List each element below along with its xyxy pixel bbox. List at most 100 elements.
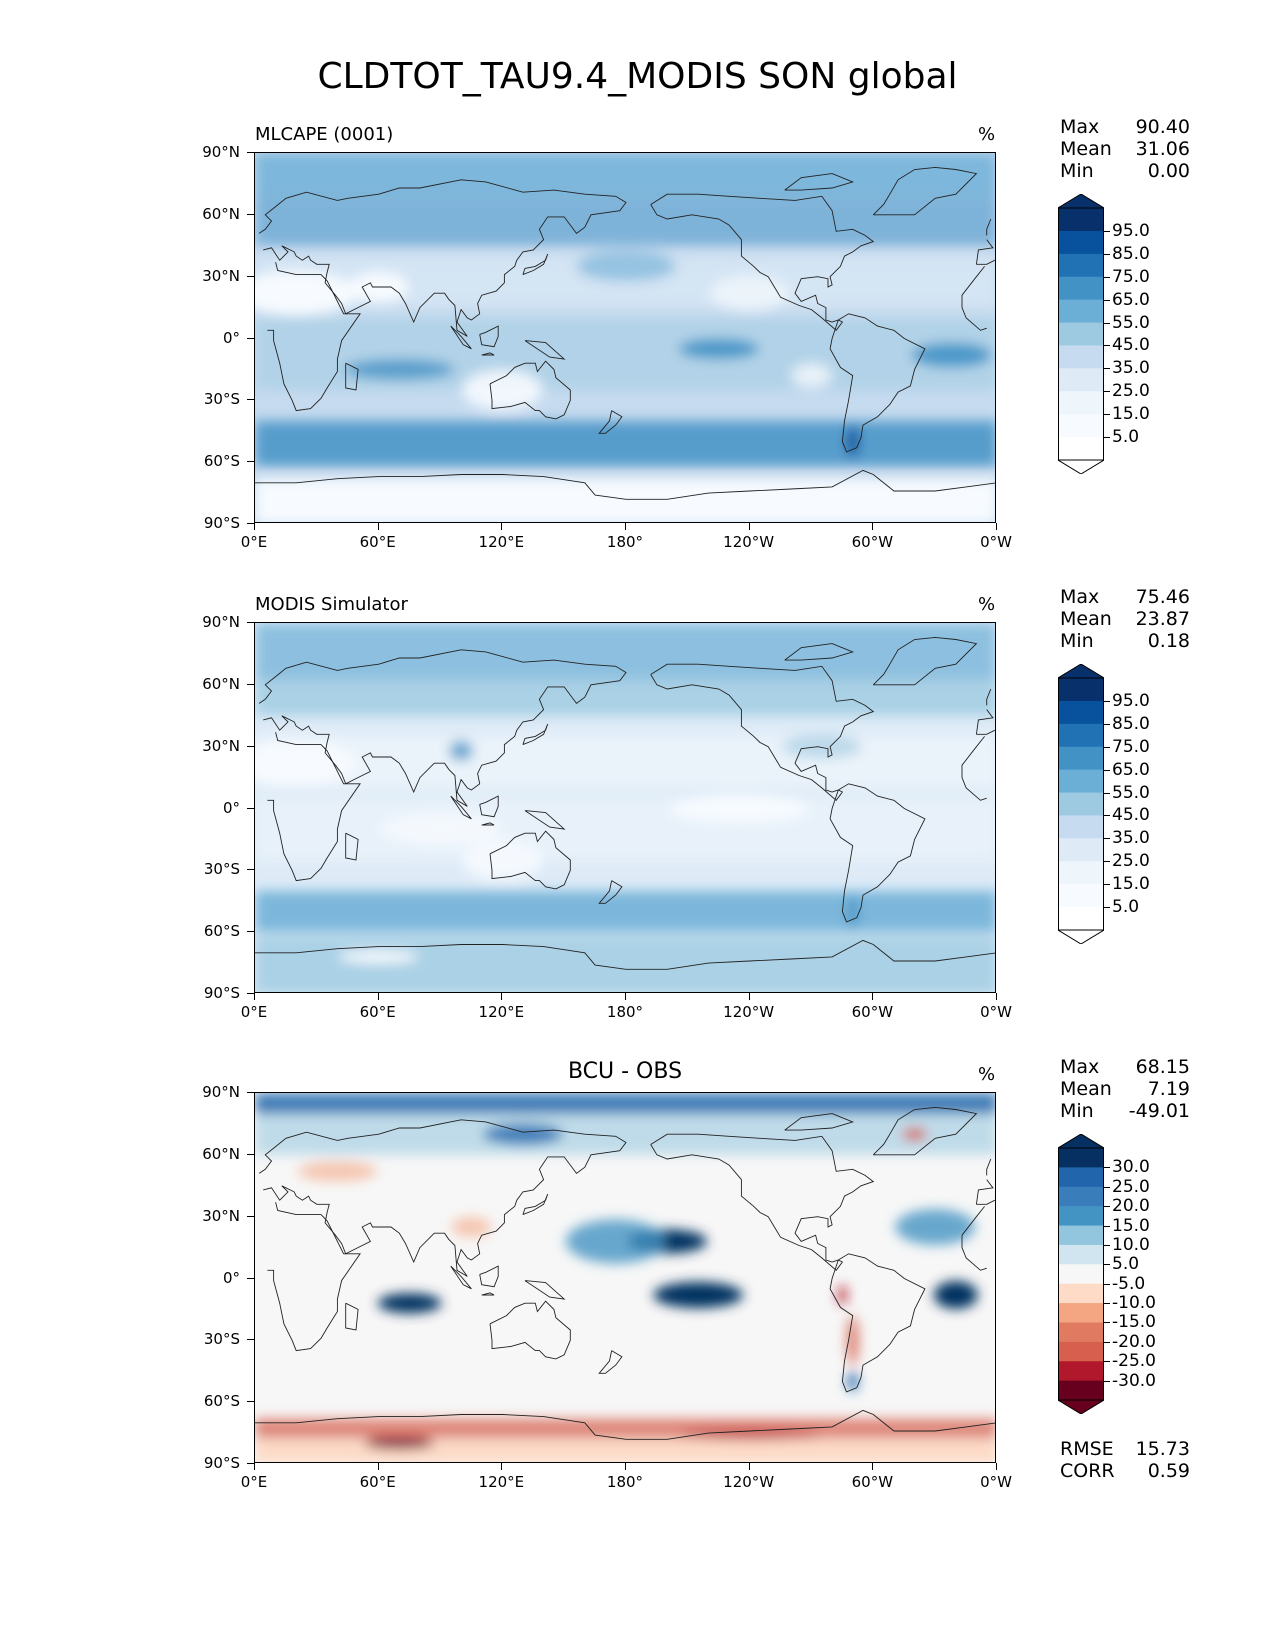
colorbar-swatch (1058, 815, 1104, 839)
coastline (450, 795, 472, 820)
field-band (255, 317, 995, 390)
y-tick-label: 0° (222, 328, 240, 347)
coastline (450, 1265, 472, 1290)
stat-row: RMSE 15.73 (1060, 1438, 1190, 1460)
x-tick-label: 60°E (359, 1003, 396, 1021)
stat-label: Min (1060, 160, 1094, 182)
field-band (255, 798, 995, 860)
y-tick (247, 461, 254, 463)
field-patch (462, 840, 543, 880)
coastline (255, 469, 995, 500)
field-patch (377, 1293, 442, 1314)
colorbar-tick (1104, 907, 1110, 909)
stats-block: Max 90.40 Mean 31.06 Min 0.00 (1060, 116, 1190, 182)
x-tick (501, 523, 503, 530)
units-label: % (978, 594, 996, 615)
field-patch (781, 734, 862, 759)
y-tick (247, 275, 254, 277)
coastline (986, 1158, 992, 1176)
y-tick (247, 337, 254, 339)
coastlines (255, 166, 995, 500)
field-band (255, 420, 995, 467)
colorbar-tick (1104, 700, 1110, 702)
colorbar-swatch (1058, 723, 1104, 748)
colorbar-border (1058, 677, 1104, 931)
colorbar-swatch (1058, 322, 1104, 346)
x-tick (254, 993, 255, 1000)
coastline (481, 352, 495, 356)
colorbar-tick-label: 95.0 (1112, 220, 1150, 241)
colorbar-tick-label: 15.0 (1112, 1215, 1150, 1236)
stat-label: RMSE (1060, 1438, 1114, 1460)
colorbar-tick (1104, 345, 1110, 347)
colorbar-swatch (1058, 276, 1104, 301)
colorbar-tick (1104, 391, 1110, 393)
colorbar-tick-label: 10.0 (1112, 1234, 1150, 1255)
colorbar-tick-label: 55.0 (1112, 782, 1150, 803)
colorbar-tick-label: 75.0 (1112, 266, 1150, 287)
colorbar-swatch (1058, 907, 1104, 931)
stat-value: 23.87 (1135, 608, 1190, 630)
coastline (598, 1350, 623, 1374)
coastline (267, 262, 987, 412)
colorbar-tick-label: -20.0 (1112, 1331, 1156, 1352)
field-patch (846, 1315, 859, 1366)
colorbar-swatch (1058, 230, 1104, 255)
colorbar-swatch (1058, 391, 1104, 415)
stat-value: 68.15 (1135, 1056, 1190, 1078)
stat-row: Min -49.01 (1060, 1100, 1190, 1122)
coastline (267, 1202, 987, 1352)
colorbar-tick (1104, 1206, 1110, 1208)
colorbar-tick (1104, 1322, 1110, 1324)
y-tick-label: 60°N (202, 674, 240, 693)
field-patch (791, 363, 832, 388)
stat-row: CORR 0.59 (1060, 1460, 1190, 1482)
x-tick (377, 523, 379, 530)
coastline (481, 822, 495, 826)
colorbar-swatch (1058, 1303, 1104, 1323)
colorbar-swatch (1058, 838, 1104, 862)
stat-label: Max (1060, 116, 1100, 138)
x-tick-label: 120°W (723, 533, 775, 551)
y-tick (247, 869, 254, 871)
x-tick-label: 0°E (240, 1473, 268, 1491)
field-patch (380, 813, 501, 846)
x-tick-label: 0°W (980, 1003, 1012, 1021)
colorbar-tick-label: 55.0 (1112, 312, 1150, 333)
y-tick (247, 1092, 254, 1093)
coastline (267, 732, 987, 882)
colorbar-svg (1056, 663, 1106, 945)
field-band (255, 736, 995, 788)
field-band (255, 153, 995, 199)
y-tick-label: 30°S (203, 390, 240, 409)
stat-label: Min (1060, 1100, 1094, 1122)
y-tick (247, 152, 254, 153)
x-tick (377, 1463, 379, 1470)
y-tick (247, 807, 254, 809)
stat-label: Mean (1060, 138, 1112, 160)
coastline (258, 1119, 995, 1277)
colorbar-tick (1104, 838, 1110, 840)
field-patch (678, 338, 759, 359)
coastline (481, 1292, 495, 1296)
colorbar-tick-label: -30.0 (1112, 1370, 1156, 1391)
y-tick-label: 30°N (202, 736, 240, 755)
colorbar-tick (1104, 1380, 1110, 1382)
colorbar-tick (1104, 1167, 1110, 1169)
field-band (255, 1418, 995, 1440)
colorbar-tick-label: 65.0 (1112, 759, 1150, 780)
field-patch (669, 794, 810, 823)
colorbar-tick (1104, 1361, 1110, 1363)
colorbar-extend-top (1056, 1133, 1106, 1149)
colorbar-swatch (1058, 1148, 1104, 1168)
y-tick (247, 1153, 254, 1155)
y-tick (247, 213, 254, 215)
stat-row: Max 68.15 (1060, 1056, 1190, 1078)
colorbar-tick-label: 15.0 (1112, 874, 1150, 895)
stat-label: Max (1060, 1056, 1100, 1078)
colorbar-tick (1104, 815, 1110, 817)
colorbar-tick-label: 25.0 (1112, 1176, 1150, 1197)
x-tick-label: 120°W (723, 1473, 775, 1491)
x-tick-label: 60°W (851, 533, 894, 551)
x-tick (625, 1463, 626, 1470)
